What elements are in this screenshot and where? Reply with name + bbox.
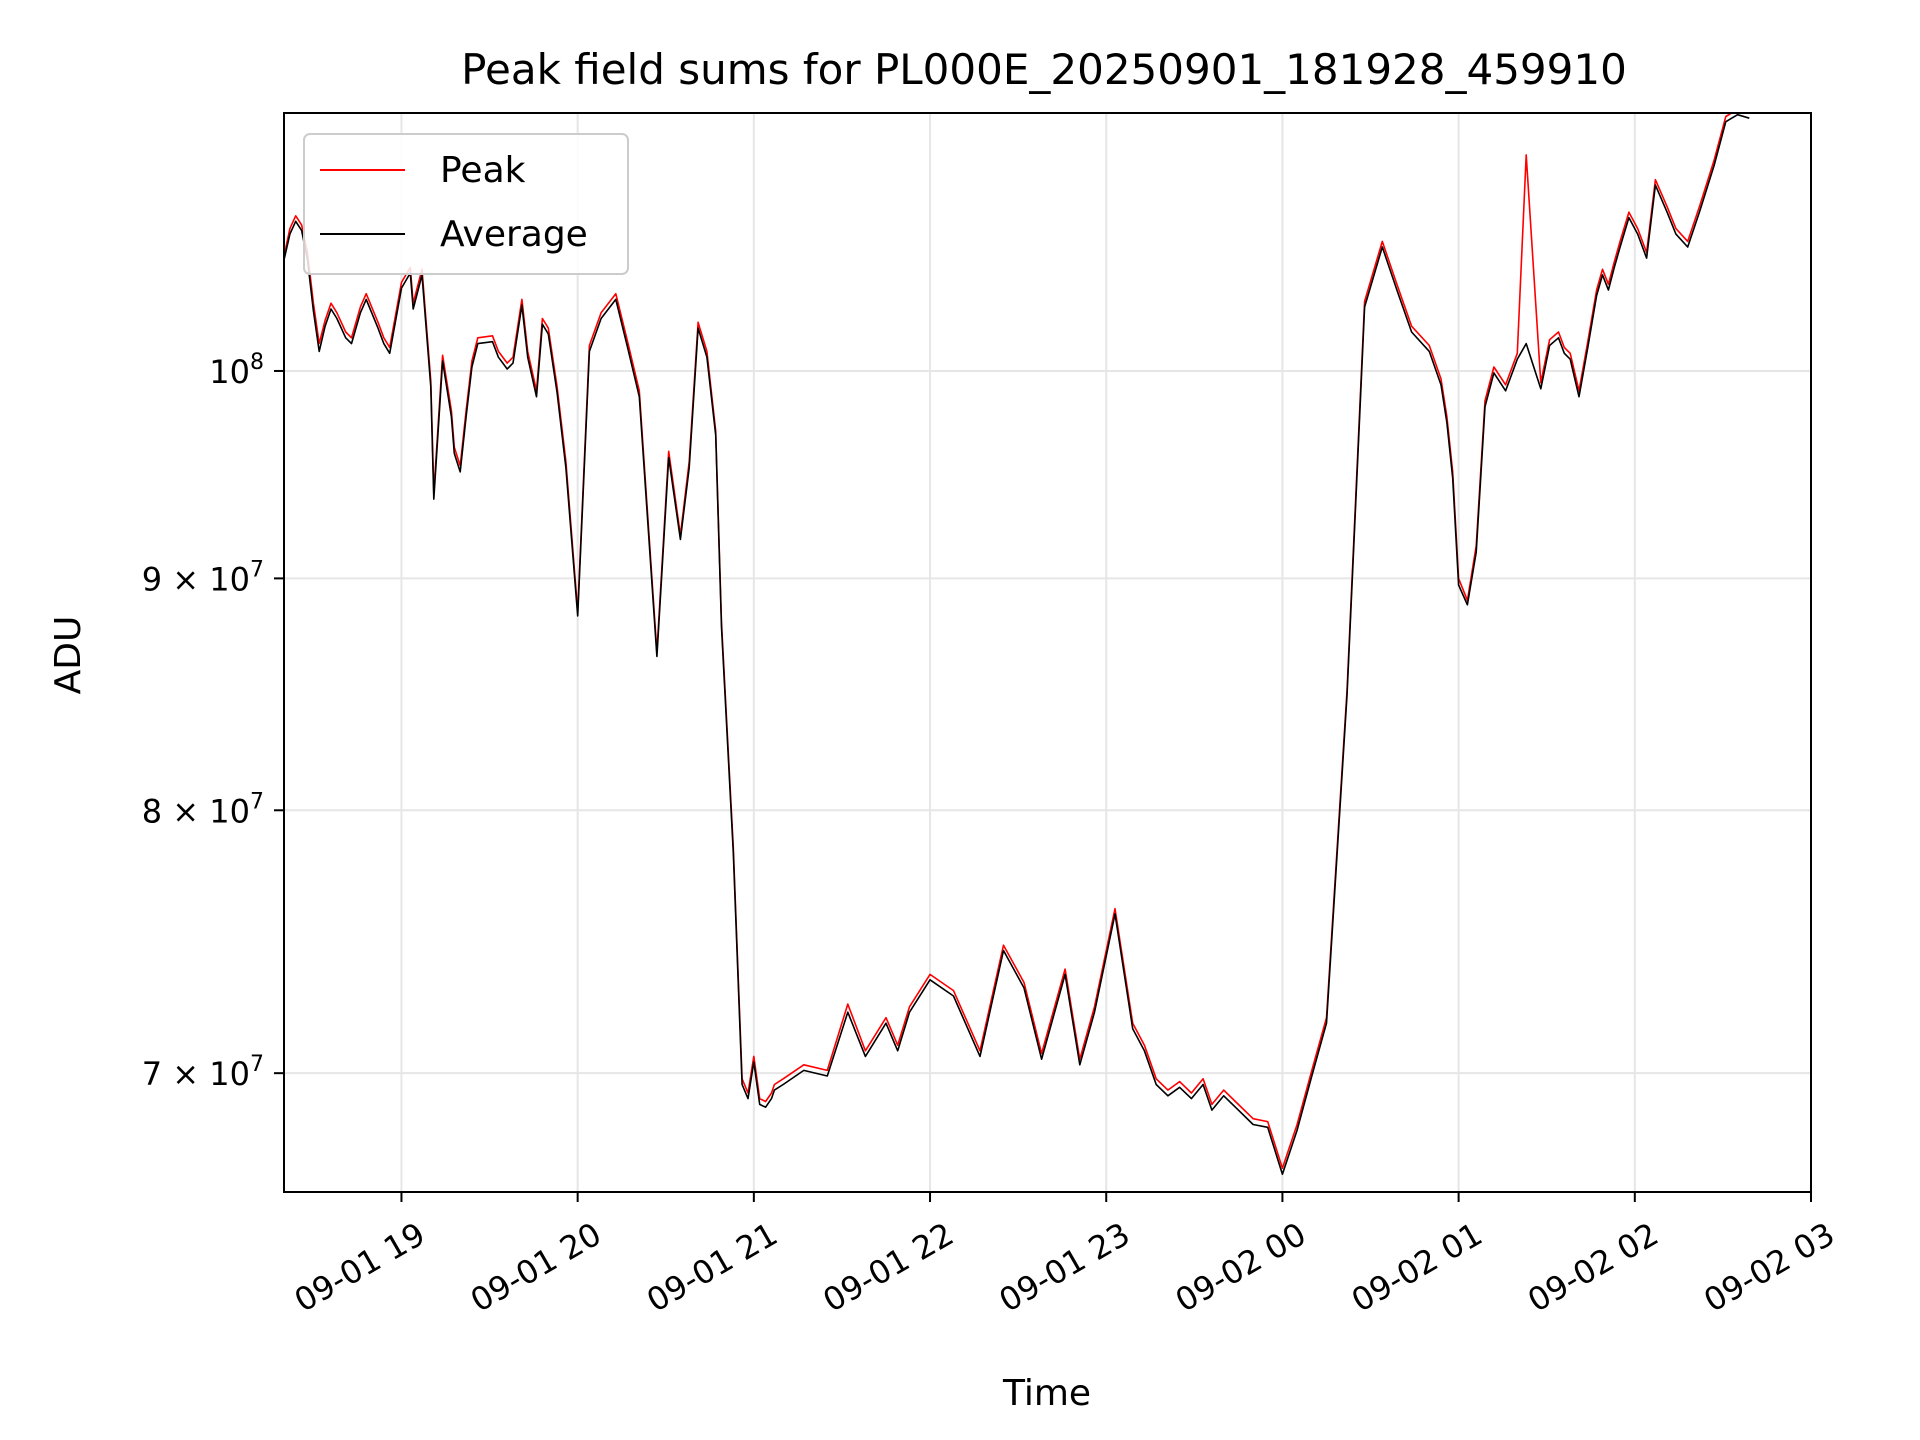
legend-label-peak: Peak [440, 150, 526, 191]
y-tick-label: 7 × 107 [142, 1052, 264, 1093]
plot-frame [283, 112, 1812, 1193]
y-tick-mantissa: 8 [142, 792, 162, 830]
y-tick-times: × 10 [162, 792, 250, 830]
y-tick-times: × 10 [162, 560, 250, 598]
y-tick-times: × 10 [162, 1055, 250, 1093]
y-tick-exponent: 7 [250, 789, 264, 814]
y-tick-exponent: 8 [250, 350, 264, 375]
y-tick-base: 10 [209, 353, 250, 391]
series-line-average [284, 113, 1750, 1175]
y-tick-exponent: 7 [250, 1052, 264, 1077]
y-tick-label: 9 × 107 [142, 557, 264, 598]
y-tick-label: 8 × 107 [142, 789, 264, 830]
y-tick-mantissa: 7 [142, 1055, 162, 1093]
legend-label-average: Average [440, 214, 588, 255]
y-axis-label: ADU [48, 616, 89, 695]
chart-title: Peak field sums for PL000E_20250901_1819… [461, 45, 1627, 94]
legend: Peak Average [303, 133, 629, 275]
y-tick-mantissa: 9 [142, 560, 162, 598]
x-axis-label: Time [1002, 1373, 1091, 1414]
y-tick-exponent: 7 [250, 557, 264, 582]
plot-series-group [284, 113, 1750, 1175]
y-tick-label: 108 [209, 350, 264, 391]
